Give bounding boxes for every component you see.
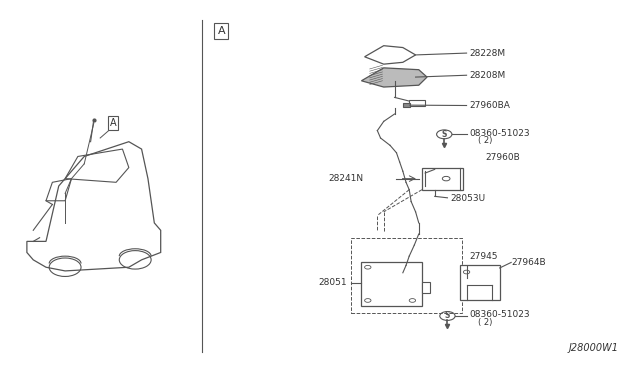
- Text: 28241N: 28241N: [328, 174, 364, 183]
- Bar: [362, 262, 422, 306]
- Text: ( 2): ( 2): [478, 137, 492, 145]
- Text: S: S: [445, 311, 450, 320]
- Polygon shape: [362, 68, 427, 87]
- Text: ( 2): ( 2): [478, 318, 492, 327]
- Text: 27960BA: 27960BA: [470, 101, 511, 110]
- Text: 27960B: 27960B: [486, 153, 520, 162]
- FancyBboxPatch shape: [460, 264, 500, 300]
- Bar: [422, 282, 429, 293]
- Text: 28053U: 28053U: [451, 194, 486, 203]
- Text: 28051: 28051: [319, 278, 348, 287]
- Text: J28000W1: J28000W1: [569, 343, 619, 353]
- Text: A: A: [218, 26, 225, 36]
- Text: S: S: [442, 130, 447, 139]
- Bar: [403, 103, 410, 108]
- Text: 08360-51023: 08360-51023: [470, 310, 531, 319]
- FancyBboxPatch shape: [409, 100, 425, 106]
- Text: 08360-51023: 08360-51023: [470, 129, 531, 138]
- Text: A: A: [109, 118, 116, 128]
- Text: 28208M: 28208M: [470, 71, 506, 80]
- Text: 27945: 27945: [470, 251, 499, 261]
- Text: 28228M: 28228M: [470, 49, 506, 58]
- Text: 27964B: 27964B: [511, 258, 546, 267]
- FancyBboxPatch shape: [422, 167, 463, 190]
